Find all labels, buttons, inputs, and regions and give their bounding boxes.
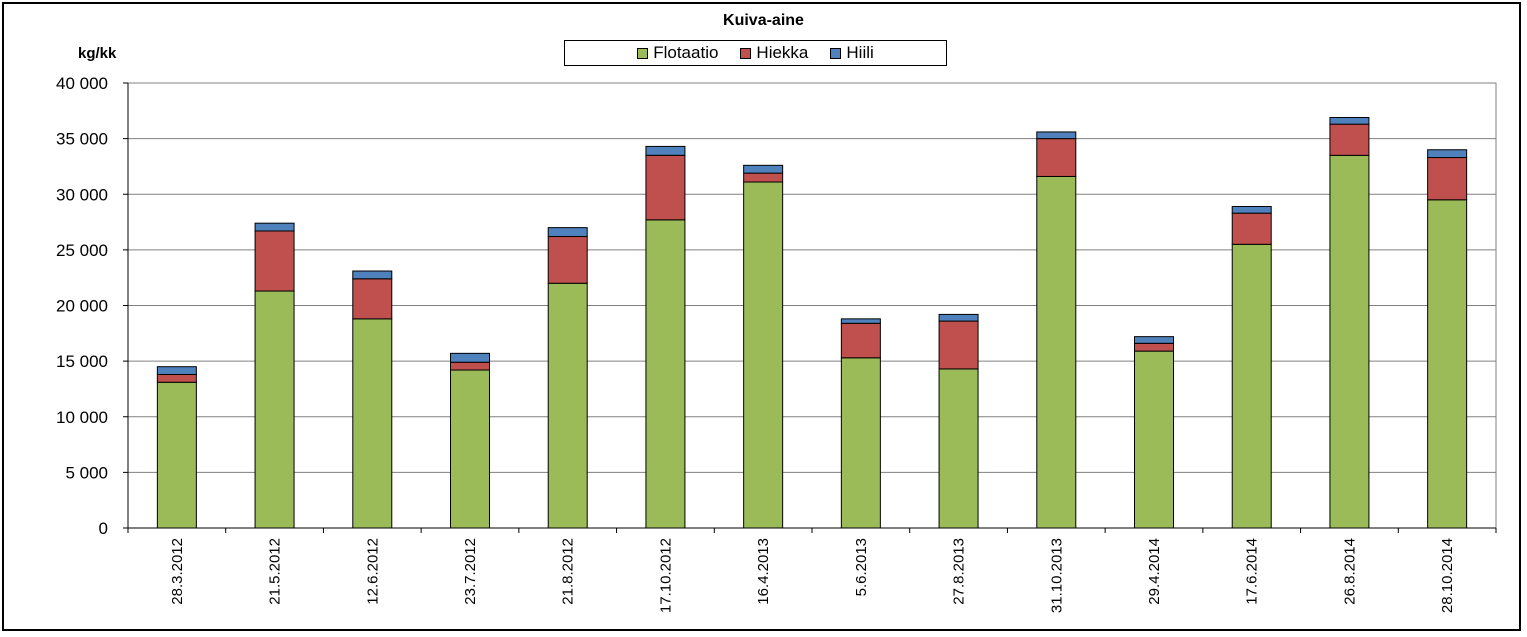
bar-flotaatio-17.10.2012 bbox=[645, 219, 686, 529]
y-axis-unit-label: kg/kk bbox=[78, 45, 117, 62]
x-tick-label: 21.5.2012 bbox=[267, 538, 284, 605]
y-tick-label: 40 000 bbox=[56, 74, 108, 93]
legend-label-hiekka: Hiekka bbox=[756, 43, 809, 62]
bar-hiekka-29.4.2014 bbox=[1134, 342, 1174, 352]
bar-hiekka-28.3.2012 bbox=[156, 373, 197, 383]
bar-hiekka-27.8.2013 bbox=[938, 320, 979, 370]
x-tick-label: 31.10.2013 bbox=[1048, 538, 1065, 613]
bar-hiekka-23.7.2012 bbox=[450, 361, 490, 371]
bar-hiekka-17.6.2014 bbox=[1231, 212, 1272, 245]
x-tick-label: 27.8.2013 bbox=[951, 538, 968, 605]
x-tick-label: 16.4.2013 bbox=[755, 538, 772, 605]
y-tick-label: 20 000 bbox=[56, 297, 108, 316]
bar-flotaatio-29.4.2014 bbox=[1134, 350, 1174, 529]
bar-hiili-12.6.2012 bbox=[352, 270, 393, 280]
bar-hiili-29.4.2014 bbox=[1134, 336, 1174, 344]
bar-hiili-26.8.2014 bbox=[1329, 116, 1370, 125]
bar-hiekka-31.10.2013 bbox=[1036, 138, 1077, 177]
y-tick-label: 10 000 bbox=[56, 408, 108, 427]
bar-flotaatio-16.4.2013 bbox=[743, 181, 784, 529]
y-tick-label: 35 000 bbox=[56, 130, 108, 149]
bar-flotaatio-26.8.2014 bbox=[1329, 154, 1370, 529]
bar-hiekka-26.8.2014 bbox=[1329, 123, 1370, 156]
bar-hiekka-17.10.2012 bbox=[645, 154, 686, 221]
legend-item-flotaatio: Flotaatio bbox=[637, 43, 718, 63]
legend-swatch-hiekka bbox=[740, 47, 752, 59]
bar-hiili-21.5.2012 bbox=[254, 222, 295, 232]
bar-hiili-17.10.2012 bbox=[645, 145, 686, 156]
bar-hiili-31.10.2013 bbox=[1036, 131, 1077, 140]
bar-flotaatio-21.8.2012 bbox=[547, 282, 588, 529]
x-tick-label: 26.8.2014 bbox=[1341, 538, 1358, 605]
bar-hiekka-21.5.2012 bbox=[254, 230, 295, 292]
y-tick-label: 15 000 bbox=[56, 352, 108, 371]
y-tick-label: 25 000 bbox=[56, 241, 108, 260]
bar-flotaatio-28.3.2012 bbox=[156, 381, 197, 529]
x-tick-label: 21.8.2012 bbox=[560, 538, 577, 605]
legend-label-flotaatio: Flotaatio bbox=[653, 43, 719, 62]
bar-flotaatio-5.6.2013 bbox=[840, 357, 881, 529]
bar-hiekka-28.10.2014 bbox=[1427, 157, 1468, 201]
bar-hiili-5.6.2013 bbox=[840, 318, 881, 324]
bar-hiekka-21.8.2012 bbox=[547, 236, 588, 284]
x-tick-label: 29.4.2014 bbox=[1146, 538, 1163, 605]
bar-hiekka-5.6.2013 bbox=[840, 322, 881, 359]
x-tick-label: 28.10.2014 bbox=[1439, 538, 1456, 613]
legend-swatch-hiili bbox=[830, 47, 842, 59]
legend: Flotaatio Hiekka Hiili bbox=[564, 40, 947, 66]
x-tick-label: 23.7.2012 bbox=[462, 538, 479, 605]
chart-title: Kuiva-aine bbox=[723, 12, 804, 29]
legend-label-hiili: Hiili bbox=[846, 43, 874, 62]
bar-hiili-27.8.2013 bbox=[938, 313, 979, 322]
bar-hiekka-16.4.2013 bbox=[743, 172, 784, 183]
bar-flotaatio-21.5.2012 bbox=[254, 290, 295, 529]
bar-hiekka-12.6.2012 bbox=[352, 278, 393, 320]
y-tick-label: 0 bbox=[99, 519, 108, 538]
bar-flotaatio-31.10.2013 bbox=[1036, 175, 1077, 529]
bar-hiili-17.6.2014 bbox=[1231, 205, 1272, 214]
bar-hiili-21.8.2012 bbox=[547, 227, 588, 238]
bar-flotaatio-28.10.2014 bbox=[1427, 199, 1468, 529]
x-tick-label: 17.10.2012 bbox=[657, 538, 674, 613]
bar-hiili-23.7.2012 bbox=[450, 352, 490, 363]
legend-item-hiili: Hiili bbox=[830, 43, 874, 63]
bar-hiili-28.10.2014 bbox=[1427, 149, 1468, 159]
bar-flotaatio-23.7.2012 bbox=[450, 369, 490, 529]
bar-hiili-16.4.2013 bbox=[743, 164, 784, 174]
bar-flotaatio-12.6.2012 bbox=[352, 318, 393, 529]
y-tick-label: 30 000 bbox=[56, 185, 108, 204]
x-tick-label: 5.6.2013 bbox=[853, 538, 870, 596]
bar-flotaatio-17.6.2014 bbox=[1231, 243, 1272, 529]
x-tick-label: 12.6.2012 bbox=[364, 538, 381, 605]
bar-flotaatio-27.8.2013 bbox=[938, 368, 979, 529]
bar-hiili-28.3.2012 bbox=[156, 366, 197, 375]
legend-swatch-flotaatio bbox=[637, 47, 649, 59]
x-tick-label: 17.6.2014 bbox=[1244, 538, 1261, 605]
x-tick-label: 28.3.2012 bbox=[169, 538, 186, 605]
y-tick-label: 5 000 bbox=[65, 463, 108, 482]
legend-item-hiekka: Hiekka bbox=[740, 43, 808, 63]
